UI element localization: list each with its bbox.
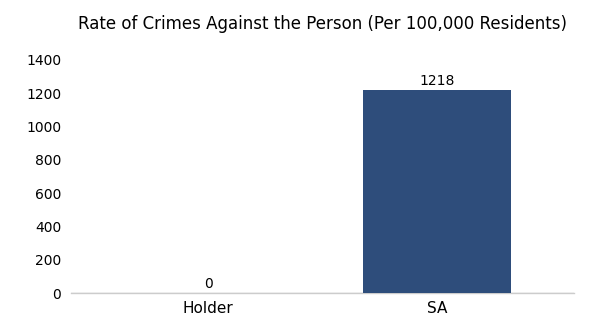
Title: Rate of Crimes Against the Person (Per 100,000 Residents): Rate of Crimes Against the Person (Per 1… <box>78 15 567 33</box>
Bar <box>363 90 511 293</box>
Text: 0: 0 <box>204 276 213 290</box>
Text: 1218: 1218 <box>419 74 455 88</box>
